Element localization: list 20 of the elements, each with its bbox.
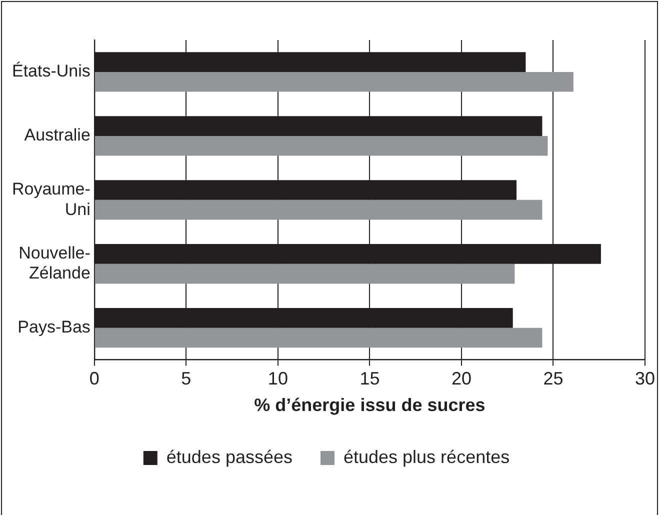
x-tick-label: 25 <box>543 368 564 389</box>
y-tick-label: Pays-Bas <box>18 318 90 337</box>
x-tick-label: 20 <box>451 368 472 389</box>
bar <box>94 200 542 220</box>
legend-label: études plus récentes <box>343 446 510 467</box>
x-tick-label: 30 <box>634 368 656 389</box>
x-tick-label: 10 <box>268 368 288 389</box>
x-tick-label: 5 <box>181 368 192 389</box>
bar <box>94 328 542 348</box>
bar <box>94 136 548 156</box>
y-tick-label: Australie <box>24 126 90 145</box>
x-tick-label: 0 <box>89 368 100 389</box>
bar <box>94 72 574 92</box>
legend-label: études passées <box>166 446 292 467</box>
y-tick-label: États-Unis <box>12 62 90 81</box>
x-tick-label: 15 <box>360 368 380 389</box>
bar <box>94 264 515 284</box>
y-tick-label: Royaume-Uni <box>12 179 90 219</box>
x-axis-title: % d’énergie issu de sucres <box>254 395 486 416</box>
y-tick-label: Nouvelle-Zélande <box>18 243 90 283</box>
